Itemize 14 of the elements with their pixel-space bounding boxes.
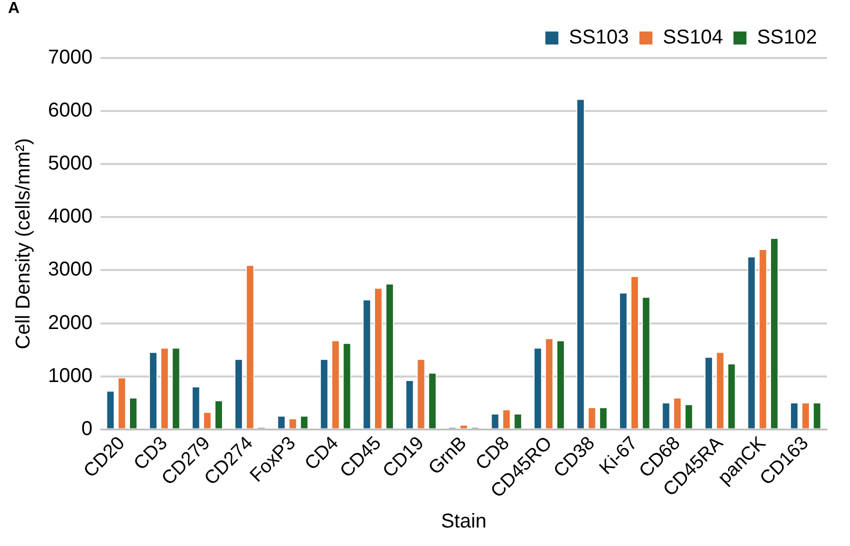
y-axis-title: Cell Density (cells/mm²) [12, 138, 35, 350]
y-tick-label: 1000 [48, 364, 92, 387]
legend-label: SS102 [756, 26, 818, 49]
y-tick-label: 5000 [48, 152, 92, 175]
y-tick-label: 2000 [48, 312, 92, 334]
y-tick-label: 0 [81, 418, 92, 440]
x-axis-title: Stain [440, 510, 487, 533]
y-tick-label: 3000 [48, 258, 92, 281]
y-tick-label: 6000 [48, 100, 92, 122]
text: A [8, 0, 20, 18]
y-tick-label: 7000 [48, 46, 92, 69]
legend-label: SS103 [568, 26, 629, 49]
y-tick-label: 4000 [48, 206, 92, 228]
legend-label: SS104 [662, 26, 723, 49]
